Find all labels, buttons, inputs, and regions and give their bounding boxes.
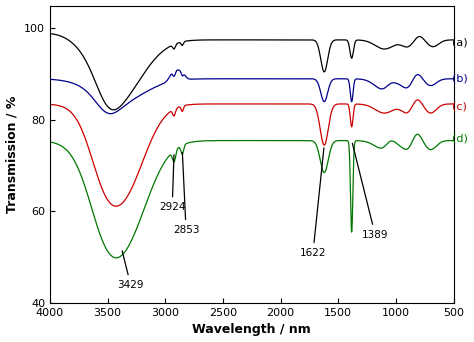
Text: 2924: 2924 — [159, 155, 185, 212]
Y-axis label: Transmission / %: Transmission / % — [6, 96, 18, 213]
X-axis label: Wavelength / nm: Wavelength / nm — [192, 324, 311, 337]
Text: (d): (d) — [453, 133, 468, 143]
Text: 3429: 3429 — [118, 251, 144, 290]
Text: 1389: 1389 — [352, 143, 389, 240]
Text: (c): (c) — [453, 101, 467, 111]
Text: (b): (b) — [453, 74, 468, 84]
Text: 1622: 1622 — [300, 148, 326, 258]
Text: 2853: 2853 — [173, 153, 199, 235]
Text: (a): (a) — [453, 37, 468, 47]
